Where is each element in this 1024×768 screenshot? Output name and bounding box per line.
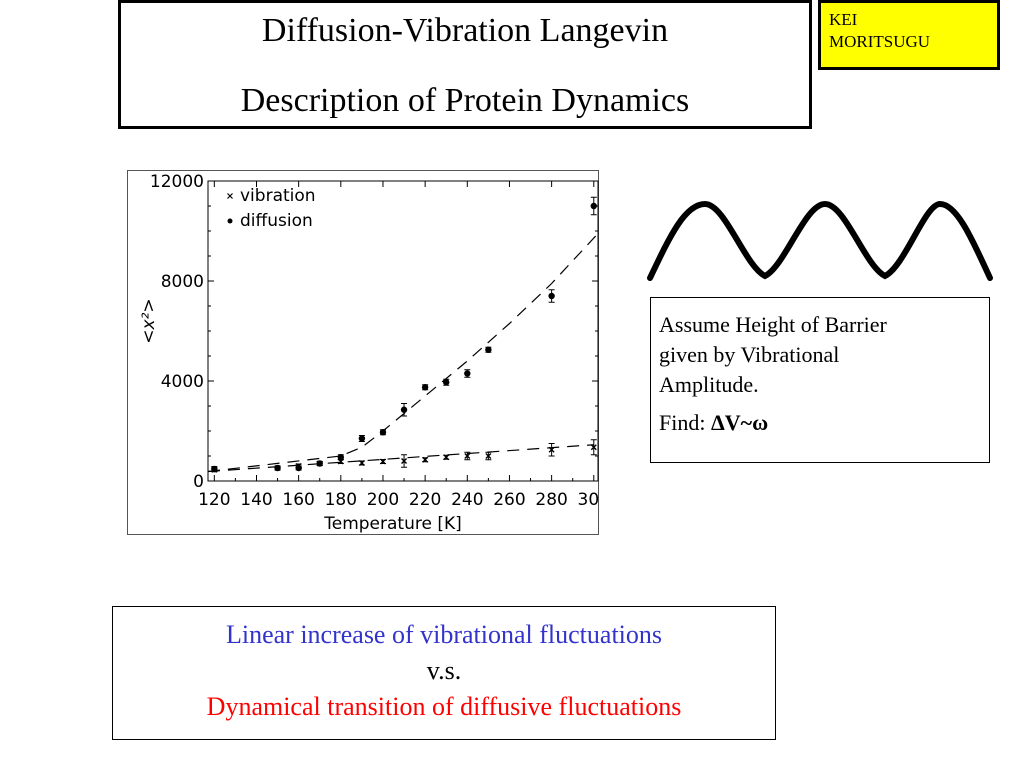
vibration-point — [485, 453, 492, 459]
diffusion-point — [295, 464, 302, 472]
legend-vibration-label: vibration — [240, 186, 316, 206]
x-tick-label: 300 — [578, 490, 600, 510]
author-first-name: KEI — [829, 10, 858, 29]
y-tick-label: 8000 — [161, 272, 204, 292]
author-box: KEI MORITSUGU — [818, 0, 1000, 70]
vibration-point — [401, 458, 408, 464]
diffusion-point — [421, 384, 429, 391]
vibration-point — [548, 446, 555, 453]
conclusion-line-3: Dynamical transition of diffusive fluctu… — [206, 692, 682, 721]
note-line-1: Assume Height of Barrier — [659, 312, 887, 337]
legend-diffusion-symbol — [227, 218, 233, 224]
chart-frame: 0 4000 8000 12000 120 140 160 180 200 220 240 260 28… — [127, 170, 610, 535]
diffusion-point — [379, 429, 387, 436]
note-line-2: given by Vibrational — [659, 342, 840, 367]
x-tick-label: 280 — [535, 490, 567, 510]
y-tick-label: 12000 — [150, 172, 204, 192]
diffusion-point — [443, 379, 450, 386]
diffusion-point — [548, 292, 555, 300]
diffusion-point — [316, 460, 323, 467]
diffusion-point — [211, 465, 218, 473]
x-tick-label: 200 — [367, 490, 399, 510]
diffusion-point — [464, 370, 471, 377]
vibration-point — [464, 453, 471, 459]
note-line-3: Amplitude. — [659, 372, 759, 397]
diffusion-point — [485, 346, 492, 353]
y-tick-label: 0 — [193, 472, 204, 492]
diffusion-point — [400, 406, 408, 413]
x-tick-label: 240 — [451, 490, 483, 510]
legend-vibration-symbol — [227, 193, 233, 199]
conclusion-line-2: v.s. — [426, 656, 462, 685]
conclusion-line-1: Linear increase of vibrational fluctuati… — [225, 620, 663, 649]
find-label: Find: — [659, 410, 706, 435]
diffusion-point — [337, 454, 345, 461]
barrier-wave-icon — [647, 200, 993, 281]
y-axis-label: <x²> — [139, 298, 159, 343]
legend-diffusion-label: diffusion — [240, 211, 313, 231]
title-line-1: Diffusion-Vibration Langevin — [261, 12, 669, 49]
vibration-point — [422, 456, 429, 463]
x-tick-label: 160 — [282, 490, 314, 510]
fit-lines — [207, 233, 599, 473]
fit-line — [207, 444, 594, 473]
diffusion-point — [590, 202, 597, 210]
author-last-name: MORITSUGU — [829, 32, 931, 51]
fluctuation-chart: 0 4000 8000 12000 120 140 160 180 200 220 240 260 28… — [139, 172, 610, 534]
conclusion-box: Linear increase of vibrational fluctuati… — [112, 606, 776, 740]
x-tick-label: 180 — [325, 490, 357, 510]
chart-axes: 0 4000 8000 12000 120 140 160 180 200 220 240 260 28… — [139, 172, 610, 534]
vibration-point — [379, 458, 386, 465]
x-tick-label: 220 — [409, 490, 441, 510]
title-box: Diffusion-Vibration Langevin Description… — [118, 0, 812, 129]
find-formula: ΔV~ω — [710, 410, 769, 435]
note-box: Assume Height of Barrier given by Vibrat… — [650, 297, 990, 463]
vibration-point — [590, 444, 597, 451]
x-tick-label: 120 — [198, 490, 230, 510]
x-tick-label: 260 — [493, 490, 525, 510]
diffusion-point — [358, 435, 366, 442]
fit-line — [207, 233, 599, 473]
diffusion-point — [274, 464, 281, 472]
chart-legend: vibration diffusion — [227, 186, 316, 231]
vibration-point — [443, 454, 450, 461]
vibration-point — [358, 460, 365, 466]
x-axis-label: Temperature [K] — [323, 514, 462, 534]
title-line-2: Description of Protein Dynamics — [240, 82, 690, 119]
data-marks — [211, 196, 597, 473]
y-tick-label: 4000 — [161, 372, 204, 392]
find-row: Find: ΔV~ω — [659, 408, 981, 438]
x-tick-label: 140 — [240, 490, 272, 510]
